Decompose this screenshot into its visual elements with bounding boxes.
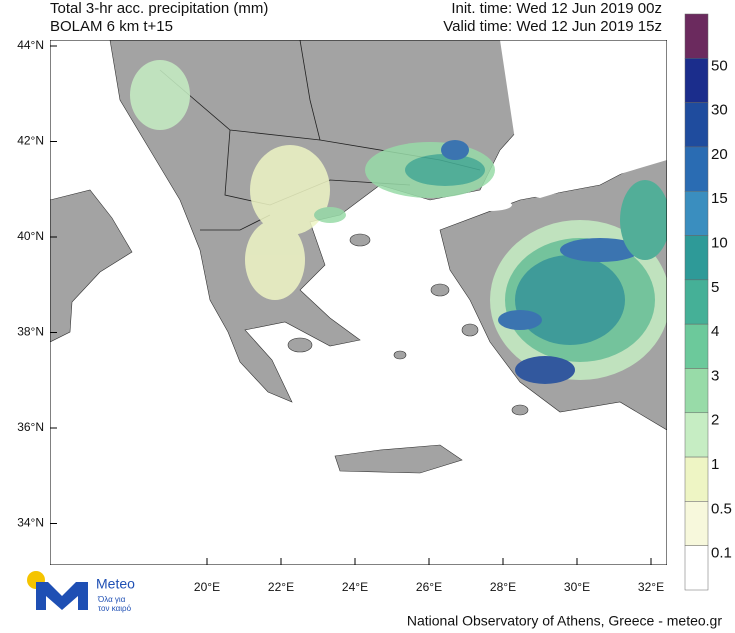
island	[430, 283, 450, 297]
colorbar-swatch	[684, 58, 709, 103]
colorbar-label: 4	[711, 323, 719, 340]
colorbar-swatch	[684, 412, 709, 458]
rain-area	[498, 310, 542, 330]
colorbar-swatch	[684, 102, 709, 148]
colorbar-label: 20	[711, 146, 728, 163]
rain-area	[620, 180, 667, 260]
rain-area	[515, 255, 625, 345]
footer: National Observatory of Athens, Greece -…	[407, 613, 722, 629]
colorbar-label: 5	[711, 279, 719, 296]
title: Total 3-hr acc. precipitation (mm)	[50, 0, 268, 17]
lat-label: 42°N	[17, 134, 44, 148]
black-sea	[490, 40, 667, 198]
colorbar-swatch	[684, 323, 709, 369]
logo-slogan: τον καιρό	[98, 604, 132, 613]
valid-time: Valid time: Wed 12 Jun 2019 15z	[443, 18, 662, 35]
colorbar-swatch	[684, 501, 709, 546]
colorbar-label: 50	[711, 57, 728, 74]
rain-area	[405, 154, 485, 186]
island	[393, 350, 407, 360]
colorbar-swatch	[684, 190, 709, 236]
island	[287, 337, 313, 353]
colorbar-swatch	[684, 545, 709, 591]
lat-label: 36°N	[17, 420, 44, 434]
colorbar-swatch	[684, 235, 709, 281]
island	[349, 233, 371, 247]
logo-name: Meteo	[96, 576, 135, 592]
logo-mark	[36, 582, 88, 610]
italy	[50, 189, 133, 343]
lat-label: 40°N	[17, 229, 44, 243]
init-time: Init. time: Wed 12 Jun 2019 00z	[451, 0, 662, 17]
model-label: BOLAM 6 km t+15	[50, 18, 173, 35]
rain-area	[245, 220, 305, 300]
lat-label: 44°N	[17, 38, 44, 52]
colorbar-swatch	[684, 146, 709, 192]
lon-label: 26°E	[416, 580, 442, 594]
lon-label: 24°E	[342, 580, 368, 594]
colorbar-swatch	[684, 456, 709, 502]
rain-area	[515, 356, 575, 384]
colorbar-label: 3	[711, 367, 719, 384]
island	[511, 404, 529, 416]
precipitation	[130, 60, 667, 384]
lon-label: 28°E	[490, 580, 516, 594]
colorbar-label: 1	[711, 456, 719, 473]
lon-label: 30°E	[564, 580, 590, 594]
rain-area	[130, 60, 190, 130]
marmara	[468, 199, 512, 211]
rain-area	[560, 238, 640, 262]
border	[299, 40, 321, 141]
lat-label: 34°N	[17, 516, 44, 530]
map	[50, 40, 667, 565]
lon-label: 20°E	[194, 580, 220, 594]
colorbar-label: 0.1	[711, 545, 732, 562]
colorbar-label: 2	[711, 412, 719, 429]
colorbar-swatch	[684, 279, 709, 325]
logo-slogan: Όλα για	[97, 595, 126, 604]
crete	[334, 444, 463, 474]
border	[200, 214, 271, 231]
rain-area	[250, 145, 330, 235]
island	[461, 323, 479, 337]
colorbar-label: 30	[711, 102, 728, 119]
lon-label: 22°E	[268, 580, 294, 594]
lat-label: 38°N	[17, 325, 44, 339]
rain-area	[441, 140, 469, 160]
rain-area	[314, 207, 346, 223]
colorbar-swatch	[684, 13, 709, 59]
colorbar-label: 10	[711, 235, 728, 252]
colorbar-label: 15	[711, 190, 728, 207]
lon-label: 32°E	[638, 580, 664, 594]
colorbar-swatch	[684, 368, 709, 414]
colorbar-label: 0.5	[711, 500, 732, 517]
